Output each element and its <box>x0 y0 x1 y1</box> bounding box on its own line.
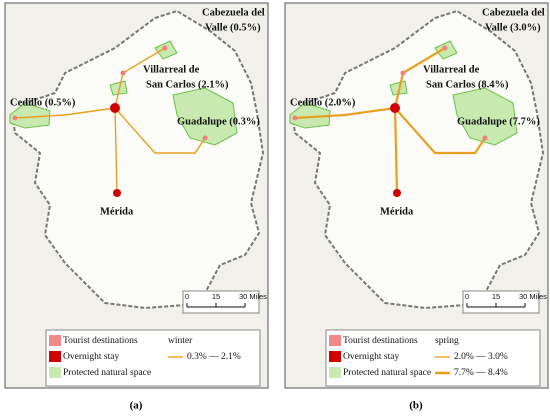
region-outline <box>291 9 545 310</box>
legend-label: Tourist destinations <box>63 336 138 346</box>
caption: (b) <box>409 400 423 412</box>
place-label: Villarreal de <box>143 64 200 75</box>
scale-label: 30 Miles <box>519 292 547 301</box>
place-label: Villarreal de <box>423 64 480 75</box>
scale-label: 0 <box>185 292 189 301</box>
legend-label: Protected natural space <box>63 368 151 378</box>
place-label: Cedillo (2.0%) <box>290 97 356 108</box>
scale-label: 30 Miles <box>239 292 267 301</box>
tourist-destination <box>202 135 208 141</box>
place-label: San Carlos (8.4%) <box>426 79 509 90</box>
tourist-destination <box>162 45 168 51</box>
place-label: Guadalupe (0.3%) <box>177 116 260 127</box>
legend-label: Overnight stay <box>343 352 399 362</box>
route <box>14 107 116 119</box>
protected-area <box>109 80 128 96</box>
overnight-stay <box>390 103 400 113</box>
route <box>394 107 486 155</box>
map-panel: Cabezuela del Valle (0.5%) Villarreal de Sa… <box>4 2 269 389</box>
place-label: Valle (3.0%) <box>485 22 541 33</box>
legend-swatch <box>49 367 61 378</box>
protected-area <box>172 87 238 146</box>
legend-label: Overnight stay <box>63 352 119 362</box>
route <box>114 107 118 194</box>
legend-season: winter <box>168 336 193 346</box>
protected-area <box>9 102 51 129</box>
tourist-destination <box>120 70 126 76</box>
legend-range: 7.7% — 8.4% <box>454 368 508 378</box>
overnight-stay <box>110 103 120 113</box>
legend-swatch <box>329 351 341 362</box>
place-label: Mérida <box>100 206 134 217</box>
legend-swatch <box>49 351 61 362</box>
legend-swatch <box>49 335 61 346</box>
route <box>114 107 206 154</box>
protected-area <box>289 102 331 129</box>
legend-range: 2.0% — 3.0% <box>454 352 508 362</box>
legend-box <box>45 329 261 387</box>
overnight-stay <box>393 189 401 197</box>
route <box>393 107 399 194</box>
protected-area <box>452 87 518 146</box>
place-label: Valle (0.5%) <box>205 22 261 33</box>
tourist-destination <box>442 45 448 51</box>
tourist-destination <box>12 115 18 121</box>
legend-label: Protected natural space <box>343 368 431 378</box>
legend-season: spring <box>435 336 459 346</box>
tourist-destination <box>400 70 406 76</box>
place-label: San Carlos (2.1%) <box>146 79 229 90</box>
place-label: Cedillo (0.5%) <box>10 97 76 108</box>
tourist-destination <box>292 115 298 121</box>
scale-label: 15 <box>492 292 500 301</box>
scale-label: 0 <box>465 292 469 301</box>
place-label: Cabezuela del <box>482 7 545 18</box>
caption: (a) <box>130 400 143 412</box>
overnight-stay <box>113 189 121 197</box>
legend-label: Tourist destinations <box>343 336 418 346</box>
map-panel: Cabezuela del Valle (3.0%) Villarreal de Sa… <box>284 2 549 389</box>
place-label: Cabezuela del <box>202 7 265 18</box>
scale-label: 15 <box>212 292 220 301</box>
tourist-destination <box>482 135 488 141</box>
legend-range: 0.3% — 2.1% <box>187 352 241 362</box>
legend-box <box>325 329 541 387</box>
region-outline <box>11 9 265 310</box>
legend-swatch <box>329 367 341 378</box>
legend-swatch <box>329 335 341 346</box>
place-label: Guadalupe (7.7%) <box>457 116 540 127</box>
place-label: Mérida <box>380 206 414 217</box>
route <box>294 106 396 120</box>
